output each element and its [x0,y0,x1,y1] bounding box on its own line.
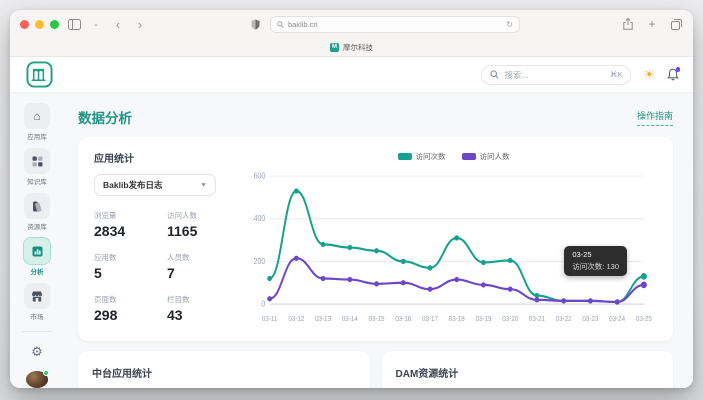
browser-chrome: ⌄ ‹ › baklib.cn ↻ + [10,10,693,57]
site-favicon: M [330,42,339,52]
search-shortcut-hint: ⌘K [609,70,623,79]
legend-item-visitors[interactable]: 访问人数 [461,151,510,162]
chart-icon [32,246,42,256]
stat-apps: 应用数 5 [94,253,117,281]
sidebar-item-knowledge[interactable]: 知识库 [24,148,50,186]
store-icon [32,291,42,301]
svg-text:03-15: 03-15 [369,316,385,323]
dam-card-title: DAM资源统计 [395,369,459,380]
svg-text:03-24: 03-24 [609,316,625,323]
sidebar-item-analytics[interactable]: 分析 [23,237,51,276]
online-status-dot [43,369,49,376]
share-icon[interactable] [621,16,635,32]
stats-card-title: 应用统计 [94,154,134,165]
svg-text:03-21: 03-21 [529,316,545,323]
svg-text:400: 400 [254,214,266,223]
sidebar-item-resources[interactable]: 资源库 [24,193,50,231]
stat-pages: 页面数 298 [94,295,118,323]
search-input[interactable] [504,69,605,80]
back-button[interactable]: ‹ [115,16,121,32]
page-title: 数据分析 [78,111,132,126]
traffic-lights [20,19,59,29]
swatch-icon [32,201,42,212]
baklib-logo-icon[interactable] [26,61,53,88]
reload-icon[interactable]: ↻ [506,19,513,29]
stat-members: 人员数 7 [167,253,190,281]
svg-text:0: 0 [261,299,265,308]
gear-icon: ⚙ [31,343,43,359]
app-header: ⌘K ☀ [10,57,693,93]
address-bar[interactable]: baklib.cn ↻ [270,15,520,33]
minimize-window-button[interactable] [35,19,44,29]
app-select-dropdown[interactable]: Baklib发布日志 ▼ [94,174,216,196]
svg-text:03-14: 03-14 [342,316,358,323]
url-text: baklib.cn [288,19,318,29]
shield-icon[interactable] [248,16,262,32]
notification-badge [675,67,680,72]
stat-visitors: 访问人数 1165 [167,211,198,239]
sidebar-item-apps[interactable]: ⌂ 应用库 [24,103,50,141]
new-tab-icon[interactable]: + [648,17,656,31]
tab-title: 摩尔科技 [343,42,373,52]
user-avatar[interactable] [26,369,49,388]
sidebar: ⌂ 应用库 知识库 资源库 分析 [10,93,64,388]
search-box[interactable]: ⌘K [481,64,632,85]
bell-icon [667,68,679,81]
legend-item-visits[interactable]: 访问次数 [397,151,446,162]
app-stats-card: 应用统计 Baklib发布日志 ▼ 浏览量 2834 访问人数 1165 应用数 5 … [78,137,673,341]
sidebar-divider [22,331,52,332]
notifications-button[interactable] [667,67,680,81]
midplatform-stats-card: 中台应用统计 [78,351,370,388]
svg-text:03-18: 03-18 [449,316,465,323]
search-icon [277,20,284,28]
home-icon: ⌂ [33,109,41,123]
stat-pageviews: 浏览量 2834 [94,211,126,239]
selected-app: Baklib发布日志 [103,180,163,190]
svg-text:03-12: 03-12 [288,316,304,323]
forward-button[interactable]: › [137,16,143,32]
svg-text:03-22: 03-22 [556,316,572,323]
chevron-down-icon: ▼ [200,182,207,188]
legend-swatch-teal [397,153,412,161]
dam-stats-card: DAM资源统计 [381,351,673,388]
stats-grid: 浏览量 2834 访问人数 1165 应用数 5 人员数 7 页面数 298 栏目数 43 [94,210,240,323]
visits-chart[interactable]: 访问次数 访问人数 0 200 400 600 03-11 03-12 03-13 03-14… [248,150,659,333]
svg-text:200: 200 [254,256,266,265]
midplatform-card-title: 中台应用统计 [92,369,152,380]
zoom-window-button[interactable] [50,19,59,29]
svg-text:03-17: 03-17 [422,316,438,323]
chart-tooltip: 03-25 访问次数: 130 [564,246,627,276]
svg-text:03-20: 03-20 [502,316,518,323]
svg-text:03-23: 03-23 [582,316,598,323]
legend-swatch-purple [461,153,476,161]
settings-button[interactable]: ⚙ [24,342,50,362]
chevron-down-icon[interactable]: ⌄ [93,20,99,28]
browser-window: ⌄ ‹ › baklib.cn ↻ + [10,10,693,388]
browser-tab[interactable]: M 摩尔科技 [320,40,383,55]
sidebar-item-market[interactable]: 市场 [24,283,50,321]
chart-legend: 访问次数 访问人数 [248,150,659,164]
svg-text:03-16: 03-16 [395,316,411,323]
svg-text:03-19: 03-19 [475,316,491,323]
svg-text:03-11: 03-11 [262,316,278,323]
theme-toggle-sun-icon[interactable]: ☀ [643,67,655,82]
svg-text:03-25: 03-25 [636,316,652,323]
svg-text:600: 600 [254,171,266,180]
line-chart[interactable]: 0 200 400 600 03-11 03-12 03-13 03-14 03-15 03-16… [248,164,659,333]
grid-icon [32,156,42,166]
close-window-button[interactable] [20,19,29,29]
guide-link[interactable]: 操作指南 [636,109,673,126]
search-icon [490,70,500,79]
main-content: 数据分析 操作指南 应用统计 Baklib发布日志 ▼ 浏览量 2834 访问人数… [64,93,693,388]
stat-sections: 栏目数 43 [167,295,190,323]
svg-text:03-13: 03-13 [315,316,331,323]
tab-overview-icon[interactable] [669,16,683,32]
sidebar-toggle-icon[interactable] [67,16,81,32]
